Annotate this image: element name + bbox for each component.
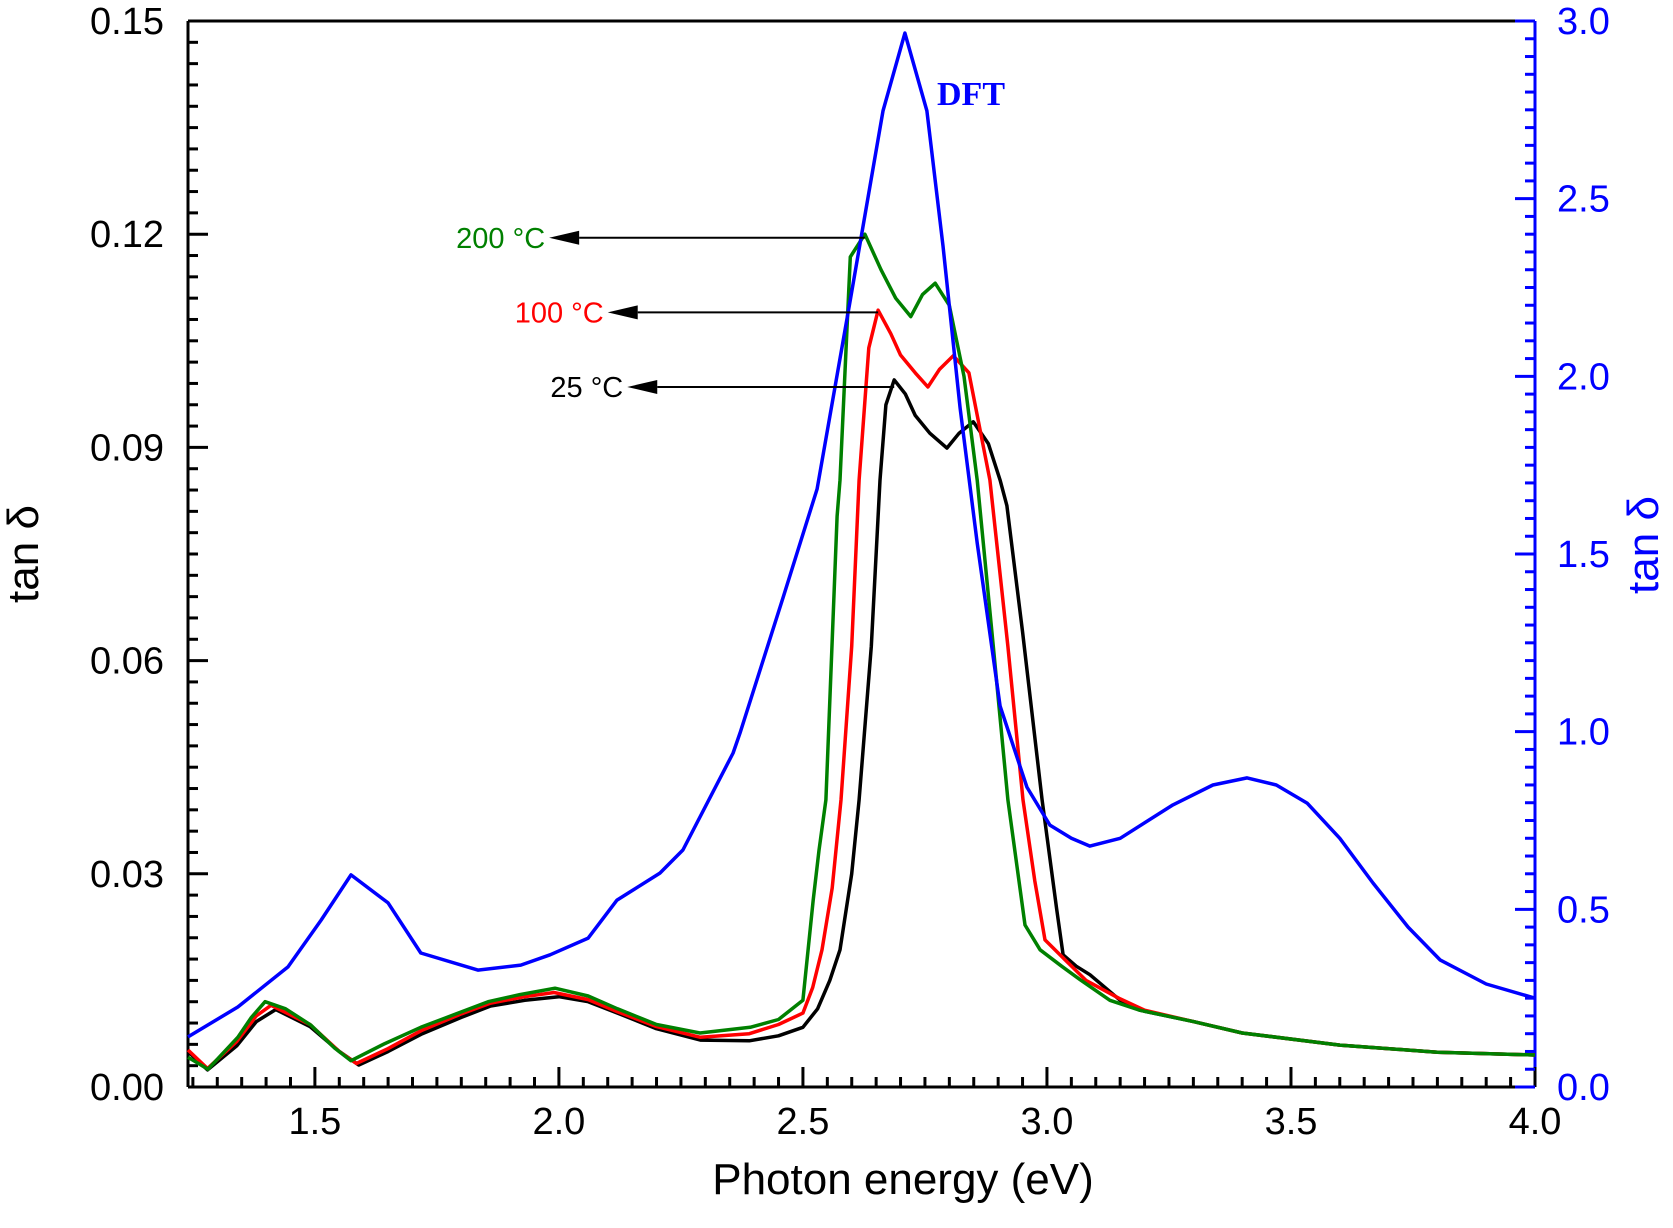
x-tick-label: 2.0 (532, 1101, 585, 1143)
annotation-label: 100 °C (515, 297, 604, 329)
x-tick-label: 3.5 (1265, 1101, 1318, 1143)
y-axis-right-title: tan δ (1619, 496, 1668, 594)
x-tick-label: 3.0 (1021, 1101, 1074, 1143)
y-left-tick-label: 0.15 (90, 1, 164, 43)
y-left-tick-label: 0.06 (90, 641, 164, 683)
x-axis-title: Photon energy (eV) (712, 1155, 1094, 1204)
series-line-25c (186, 378, 1536, 1072)
annotation-arrowhead (549, 230, 580, 245)
series-layer (186, 31, 1536, 1072)
annotation-label: 25 °C (550, 372, 623, 404)
y-left-tick-label: 0.00 (90, 1067, 164, 1109)
dft-label: DFT (937, 76, 1005, 113)
y-axis-left-title: tan δ (0, 505, 48, 603)
y-right-tick-label: 2.0 (1557, 356, 1610, 398)
series-line-100c (186, 308, 1536, 1071)
annotation-arrowhead (627, 379, 658, 394)
annotation-arrowhead (607, 305, 638, 320)
annotations: 200 °C 100 °C 25 °C (456, 223, 895, 404)
series-line-200c (187, 232, 1536, 1071)
y-right-tick-label: 1.5 (1557, 534, 1610, 576)
y-right-tick-label: 0.0 (1557, 1067, 1610, 1109)
x-tick-label: 1.5 (288, 1101, 341, 1143)
x-tick-label: 4.0 (1509, 1101, 1562, 1143)
y-left-tick-label: 0.09 (90, 427, 164, 469)
axes: 1.5 2.0 2.5 3.0 3.5 4.0 0.00 0.03 0.06 0.09 0.12 0.… (90, 1, 1610, 1143)
y-right-tick-label: 2.5 (1557, 179, 1610, 221)
y-right-tick-label: 0.5 (1557, 889, 1610, 931)
y-right-tick-label: 3.0 (1557, 1, 1610, 43)
annotation-label: 200 °C (456, 223, 545, 255)
y-left-tick-label: 0.03 (90, 854, 164, 896)
x-tick-label: 2.5 (777, 1101, 830, 1143)
y-left-tick-label: 0.12 (90, 214, 164, 256)
y-right-tick-label: 1.0 (1557, 712, 1610, 754)
series-line-dft (187, 31, 1536, 1039)
